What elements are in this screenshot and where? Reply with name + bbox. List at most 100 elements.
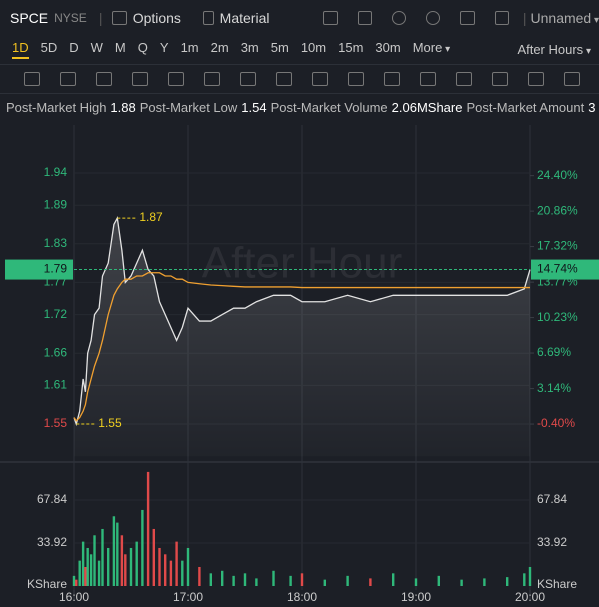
high-annotation: 1.87 [139, 210, 163, 224]
volume-bar [437, 575, 440, 586]
info-label: Post-Market Low [139, 99, 238, 115]
material-icon [202, 11, 214, 25]
y-tick-label: 1.55 [44, 416, 68, 430]
volume-bar [75, 579, 78, 586]
tool-icon[interactable] [494, 11, 509, 25]
current-price: 1.79 [44, 262, 68, 276]
symbol[interactable]: SPCE [10, 10, 49, 26]
y2-tick-label: 10.23% [537, 310, 578, 324]
volume-bar [101, 528, 104, 586]
draw-icon[interactable] [456, 72, 472, 86]
timeframe[interactable]: M [114, 39, 126, 55]
draw-icon[interactable] [168, 72, 184, 86]
toolbar: SPCE NYSE | Options Material | Unnamed [0, 0, 599, 36]
volume-bar [392, 573, 395, 586]
volume-bar [289, 575, 292, 586]
volume-bar [124, 554, 127, 586]
average-line [73, 272, 530, 422]
volume-bar [506, 577, 509, 586]
timeframe[interactable]: Y [159, 39, 169, 55]
volume-bar [175, 541, 178, 586]
draw-icon[interactable] [96, 72, 112, 86]
volume-bar [78, 560, 81, 586]
timeframe[interactable]: Q [137, 39, 148, 55]
timeframe[interactable]: 15m [338, 39, 364, 55]
volume-tick-label: 67.84 [537, 492, 567, 506]
timeframe[interactable]: 5D [40, 39, 58, 55]
timeframe[interactable]: More [413, 40, 450, 59]
timeframe[interactable]: W [90, 39, 103, 55]
y2-tick-label: 3.14% [537, 381, 571, 395]
timeframe[interactable]: 30m [375, 39, 401, 55]
volume-bar [141, 509, 144, 586]
draw-icon[interactable] [420, 72, 436, 86]
volume-bar [346, 575, 349, 586]
price-line [73, 215, 531, 427]
x-tick-label: 16:00 [59, 590, 89, 604]
session-select[interactable]: After Hours [517, 42, 591, 57]
timeframe[interactable]: 3m [240, 39, 259, 55]
draw-icon[interactable] [60, 72, 76, 86]
volume-tick-label: 33.92 [537, 535, 567, 549]
y2-tick-label: -0.40% [537, 416, 575, 430]
tool-icon[interactable] [357, 11, 372, 25]
draw-icon[interactable] [528, 72, 544, 86]
low-annotation: 1.55 [98, 416, 122, 430]
y-tick-label: 1.94 [44, 165, 68, 179]
volume-bar [255, 578, 258, 586]
draw-icon[interactable] [492, 72, 508, 86]
draw-icon[interactable] [240, 72, 256, 86]
draw-icon[interactable] [312, 72, 328, 86]
timeframe[interactable]: D [69, 39, 79, 55]
volume-bar [93, 535, 96, 586]
draw-icon[interactable] [384, 72, 400, 86]
draw-icon[interactable] [564, 72, 580, 86]
y-tick-label: 1.89 [44, 197, 68, 211]
volume-bar [146, 471, 150, 586]
tool-icon[interactable] [426, 11, 441, 25]
draw-icon[interactable] [276, 72, 292, 86]
timeframe[interactable]: 1m [180, 39, 199, 55]
draw-icon[interactable] [348, 72, 364, 86]
info-label: Post-Market High [6, 99, 107, 115]
timeframe[interactable]: 10m [300, 39, 327, 55]
timeframe[interactable]: 2m [210, 39, 229, 55]
draw-icon[interactable] [204, 72, 220, 86]
draw-icon[interactable] [24, 72, 40, 86]
volume-bar [369, 578, 372, 586]
info-label: Post-Market Volume [270, 99, 388, 115]
material-button[interactable]: Material [219, 10, 270, 26]
volume-bar [523, 573, 526, 586]
layout-select[interactable]: Unnamed [531, 10, 599, 26]
x-tick-label: 20:00 [515, 590, 545, 604]
draw-icon[interactable] [132, 72, 148, 86]
y2-tick-label: 6.69% [537, 345, 571, 359]
price-area [74, 218, 530, 457]
volume-bar [323, 579, 326, 586]
y-tick-label: 1.72 [44, 307, 68, 321]
drawing-toolbar [0, 64, 599, 94]
volume-bar [135, 541, 138, 586]
post-market-info: Post-Market High 1.88 Post-Market Low 1.54 P… [0, 96, 599, 118]
volume-bar [120, 535, 124, 586]
timeframe[interactable]: 5m [270, 39, 289, 55]
x-tick-label: 17:00 [173, 590, 203, 604]
y2-tick-label: 20.86% [537, 203, 578, 217]
timeframe[interactable]: 1D [12, 40, 29, 59]
tool-icon[interactable] [391, 11, 407, 25]
x-tick-label: 18:00 [287, 590, 317, 604]
volume-bar [232, 575, 235, 586]
options-button[interactable]: Options [132, 10, 181, 26]
tool-icon[interactable] [323, 11, 338, 25]
volume-bar [243, 573, 247, 586]
volume-tick-label: 33.92 [37, 535, 67, 549]
volume-bar [209, 573, 212, 586]
y-tick-label: 1.66 [44, 345, 68, 359]
volume-bar [86, 547, 89, 586]
current-change: 14.74% [537, 262, 578, 276]
info-value: 1.88 [110, 99, 136, 115]
info-value: 3 [588, 99, 596, 115]
tool-icon[interactable] [460, 11, 475, 25]
volume-bar [72, 575, 76, 586]
